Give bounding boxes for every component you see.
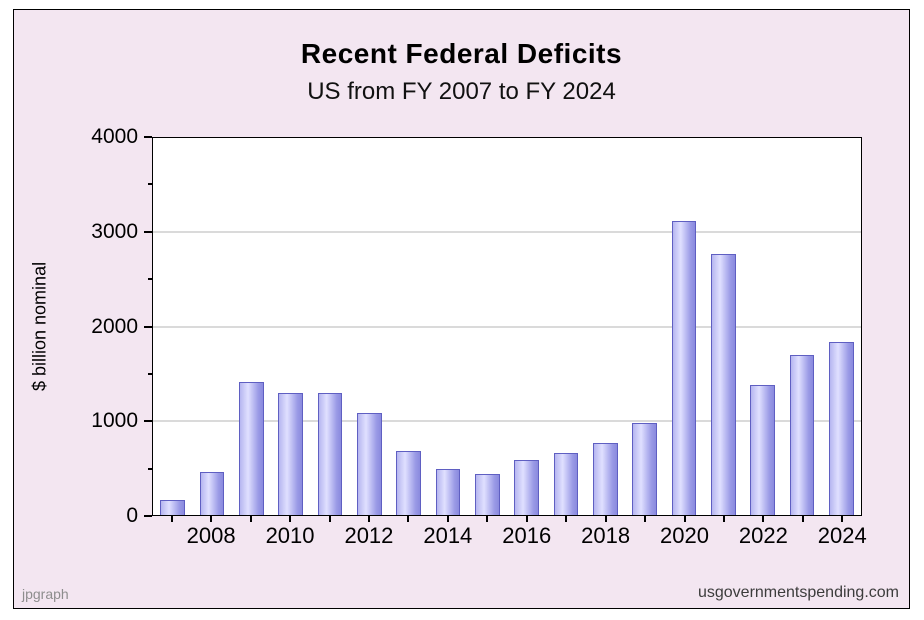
x-tick-mark-2016	[525, 516, 528, 522]
y-tick-mark	[144, 515, 152, 517]
bar-fy2022	[750, 385, 775, 515]
x-tick-label-2018: 2018	[581, 523, 631, 548]
y-tick-label-0: 0	[126, 504, 138, 527]
x-tick-label-2016: 2016	[502, 523, 552, 548]
y-tick-mark	[144, 325, 152, 328]
gridline-2000	[153, 326, 861, 327]
x-tick-mark-2019	[644, 516, 647, 522]
x-tick-label-2014: 2014	[423, 523, 473, 548]
y-tick-mark	[144, 420, 152, 423]
x-tick-mark-2013	[407, 516, 410, 522]
y-tick-mark	[144, 230, 152, 233]
watermark-jpgraph: jpgraph	[22, 586, 69, 602]
x-tick-mark-2014	[446, 516, 449, 522]
bar-fy2018	[593, 442, 618, 515]
gridline-1000	[153, 420, 861, 422]
bar-fy2016	[514, 460, 539, 515]
x-tick-label-2022: 2022	[738, 523, 788, 548]
y-axis-tick-marks	[144, 136, 152, 517]
y-axis-tick-labels: 0 1000 2000 3000 4000	[76, 125, 138, 527]
x-tick-mark-2009	[249, 516, 252, 522]
x-tick-mark-2018	[604, 516, 607, 522]
y-minor-tick-mark	[148, 183, 152, 186]
x-axis-tick-labels: 2008 2010 2012 2014 2016 2018 2020 2022 2024	[152, 523, 867, 551]
x-tick-mark-2023	[801, 516, 804, 522]
x-tick-mark-2022	[762, 516, 765, 522]
x-tick-label-2024: 2024	[817, 523, 867, 548]
bar-fy2008	[199, 471, 225, 515]
bar-fy2010	[278, 393, 303, 515]
bar-fy2009	[239, 381, 264, 515]
bar-fy2014	[435, 468, 461, 515]
bar-fy2012	[357, 412, 382, 515]
x-tick-label-2008: 2008	[186, 523, 236, 548]
y-tick-label-1000: 1000	[91, 409, 138, 433]
x-tick-mark-2008	[210, 516, 213, 522]
y-axis-title: $ billion nominal	[29, 261, 50, 392]
x-tick-mark-2010	[289, 516, 292, 522]
bar-fy2015	[475, 473, 500, 515]
x-tick-mark-2011	[328, 516, 331, 522]
gridline-3000	[153, 231, 861, 233]
x-tick-mark-2012	[367, 516, 370, 522]
y-minor-tick-mark	[148, 372, 152, 375]
chart-frame: Recent Federal Deficits US from FY 2007 …	[13, 9, 910, 609]
gridlines-layer	[153, 138, 861, 515]
bar-fy2020	[671, 220, 697, 515]
chart-subtitle: US from FY 2007 to FY 2024	[307, 78, 616, 105]
x-tick-mark-2007	[170, 516, 173, 522]
bar-fy2019	[632, 422, 657, 515]
y-tick-mark	[144, 136, 152, 138]
bars-layer	[153, 138, 861, 515]
x-tick-mark-2024	[841, 516, 844, 522]
bar-fy2013	[396, 450, 421, 515]
bar-fy2021	[711, 253, 736, 515]
x-tick-mark-2021	[722, 516, 725, 522]
x-tick-label-2010: 2010	[265, 523, 315, 548]
x-tick-mark-2017	[565, 516, 568, 522]
x-axis-tick-marks	[152, 516, 862, 522]
chart-title: Recent Federal Deficits	[300, 38, 623, 69]
bar-fy2011	[317, 392, 343, 515]
plot-area	[152, 137, 862, 516]
x-tick-mark-2020	[683, 516, 686, 522]
watermark-source: usgovernmentspending.com	[697, 584, 899, 601]
x-tick-label-2012: 2012	[344, 523, 394, 548]
bar-fy2007	[160, 499, 185, 515]
x-tick-mark-2015	[486, 516, 489, 522]
y-minor-tick-mark	[148, 278, 152, 281]
bar-fy2023	[789, 355, 815, 515]
x-tick-label-2020: 2020	[660, 523, 709, 548]
y-tick-label-4000: 4000	[91, 125, 138, 148]
bar-fy2017	[553, 452, 579, 515]
y-minor-tick-mark	[148, 467, 152, 470]
y-tick-label-2000: 2000	[91, 314, 138, 338]
y-tick-label-3000: 3000	[91, 219, 138, 243]
bar-fy2024	[829, 342, 854, 515]
